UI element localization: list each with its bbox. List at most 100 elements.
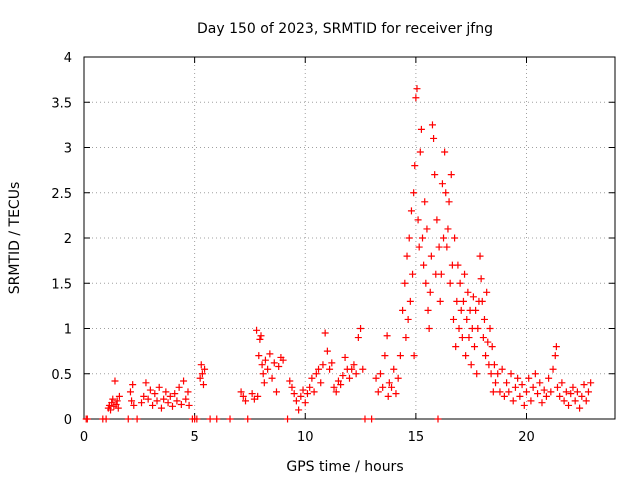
x-tick-label: 5 bbox=[190, 430, 198, 445]
y-axis-title: SRMTID / TECUs bbox=[7, 182, 23, 295]
data-point bbox=[453, 297, 461, 305]
data-point bbox=[424, 306, 432, 314]
data-point bbox=[405, 234, 413, 242]
data-point bbox=[162, 388, 170, 396]
data-point bbox=[244, 415, 252, 423]
data-point bbox=[452, 343, 460, 351]
data-point bbox=[184, 388, 192, 396]
data-point bbox=[567, 390, 575, 398]
axis-ticks bbox=[83, 56, 615, 420]
data-point bbox=[445, 198, 453, 206]
data-point bbox=[166, 392, 174, 400]
data-point bbox=[142, 379, 150, 387]
data-point bbox=[173, 397, 181, 405]
data-point bbox=[467, 361, 475, 369]
data-point bbox=[197, 361, 205, 369]
data-point bbox=[330, 383, 338, 391]
x-axis-title: GPS time / hours bbox=[286, 459, 403, 475]
data-point bbox=[523, 388, 530, 396]
data-point bbox=[425, 325, 433, 332]
data-point bbox=[394, 374, 402, 382]
data-point bbox=[489, 388, 497, 396]
grid-lines bbox=[84, 57, 615, 419]
data-point bbox=[385, 379, 393, 387]
data-point bbox=[552, 343, 560, 351]
data-point bbox=[431, 171, 439, 179]
data-point bbox=[107, 406, 115, 414]
data-point bbox=[359, 365, 367, 373]
data-point bbox=[465, 334, 473, 342]
data-point bbox=[149, 401, 157, 409]
x-tick-label: 15 bbox=[408, 430, 425, 445]
data-point bbox=[321, 329, 329, 337]
data-point bbox=[438, 180, 446, 188]
data-point bbox=[268, 374, 276, 382]
data-point bbox=[115, 392, 123, 400]
data-point bbox=[417, 125, 425, 133]
data-point bbox=[534, 390, 542, 398]
data-point bbox=[435, 243, 443, 251]
data-point bbox=[558, 379, 566, 387]
data-point bbox=[129, 381, 137, 389]
data-point bbox=[83, 415, 91, 423]
data-point bbox=[426, 288, 434, 296]
data-point bbox=[556, 392, 564, 400]
data-point bbox=[226, 415, 234, 423]
data-point bbox=[401, 279, 409, 287]
data-point bbox=[288, 383, 296, 391]
data-point bbox=[447, 171, 455, 179]
data-point bbox=[455, 325, 463, 332]
data-point bbox=[580, 381, 588, 389]
data-point bbox=[109, 395, 117, 403]
data-point bbox=[551, 352, 559, 360]
data-point bbox=[486, 325, 494, 332]
data-point bbox=[471, 343, 479, 351]
data-point bbox=[253, 326, 261, 334]
data-point bbox=[113, 397, 121, 405]
data-point bbox=[573, 388, 581, 396]
data-point bbox=[256, 335, 264, 343]
data-point bbox=[332, 388, 340, 396]
data-point bbox=[396, 352, 404, 360]
data-point bbox=[538, 399, 546, 407]
y-tick-label: 0.5 bbox=[51, 368, 72, 383]
data-point bbox=[403, 252, 411, 260]
data-point bbox=[498, 365, 506, 373]
data-series-srmtid bbox=[82, 85, 595, 423]
data-point bbox=[151, 390, 159, 398]
data-point bbox=[507, 370, 515, 378]
y-tick-label: 2.5 bbox=[51, 187, 72, 202]
data-point bbox=[520, 401, 528, 409]
data-point bbox=[540, 386, 548, 394]
data-point bbox=[553, 383, 561, 391]
data-point bbox=[473, 370, 481, 378]
data-point bbox=[492, 379, 500, 387]
data-point bbox=[102, 415, 110, 423]
data-point bbox=[458, 334, 466, 342]
data-point bbox=[284, 415, 292, 423]
data-point bbox=[441, 148, 449, 156]
data-point bbox=[434, 415, 442, 423]
data-point bbox=[124, 415, 132, 423]
data-point bbox=[144, 395, 152, 403]
data-point bbox=[487, 370, 495, 378]
data-point bbox=[576, 404, 584, 412]
data-point bbox=[449, 315, 457, 323]
data-point bbox=[422, 279, 430, 287]
data-point bbox=[478, 297, 486, 305]
data-point bbox=[569, 383, 577, 391]
data-point bbox=[483, 288, 491, 296]
data-point bbox=[420, 261, 428, 269]
data-point bbox=[254, 392, 262, 400]
y-tick-labels: 0 0.5 1 1.5 2 2.5 3 3.5 4 bbox=[51, 51, 72, 428]
data-point bbox=[180, 377, 188, 385]
y-tick-label: 4 bbox=[64, 51, 72, 66]
data-point bbox=[266, 350, 274, 358]
data-point bbox=[414, 216, 422, 224]
data-point bbox=[383, 332, 391, 340]
data-point bbox=[482, 352, 490, 360]
data-point bbox=[525, 374, 533, 382]
data-point bbox=[193, 415, 201, 423]
data-point bbox=[128, 397, 136, 405]
